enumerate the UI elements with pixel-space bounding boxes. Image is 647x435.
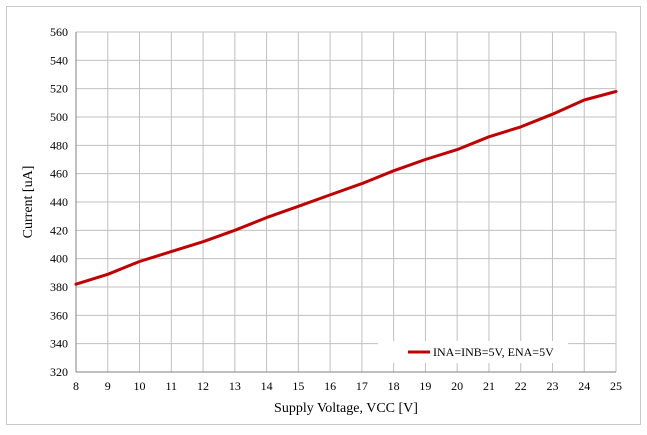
y-tick-label: 380 bbox=[50, 280, 68, 294]
x-tick-label: 18 bbox=[388, 379, 400, 393]
x-axis-label: Supply Voltage, VCC [V] bbox=[274, 401, 418, 416]
axes: 8 9 10 11 12 13 14 15 16 17 18 19 20 21 22 23 24 25 320 340… bbox=[50, 25, 622, 393]
x-tick-label: 11 bbox=[166, 379, 178, 393]
y-axis-label: Current [uA] bbox=[21, 166, 36, 239]
x-tick-label: 20 bbox=[451, 379, 463, 393]
x-tick-label: 15 bbox=[292, 379, 304, 393]
x-tick-label: 13 bbox=[229, 379, 241, 393]
y-tick-label: 360 bbox=[50, 308, 68, 322]
legend-label: INA=INB=5V, ENA=5V bbox=[433, 345, 554, 359]
x-tick-label: 17 bbox=[356, 379, 368, 393]
grid-lines bbox=[75, 31, 617, 373]
x-tick-label: 21 bbox=[483, 379, 495, 393]
legend-box bbox=[378, 341, 568, 363]
legend: INA=INB=5V, ENA=5V bbox=[378, 341, 568, 363]
y-tick-label: 340 bbox=[50, 337, 68, 351]
x-tick-label: 23 bbox=[546, 379, 558, 393]
x-tick-label: 9 bbox=[105, 379, 111, 393]
series-lines bbox=[74, 90, 618, 286]
x-tick-label: 8 bbox=[73, 379, 79, 393]
y-tick-label: 460 bbox=[50, 167, 68, 181]
x-tick-label: 24 bbox=[578, 379, 590, 393]
y-tick-label: 560 bbox=[50, 25, 68, 39]
x-tick-label: 22 bbox=[515, 379, 527, 393]
series-line bbox=[74, 90, 618, 286]
y-tick-label: 420 bbox=[50, 223, 68, 237]
x-tick-label: 10 bbox=[134, 379, 146, 393]
y-tick-label: 520 bbox=[50, 82, 68, 96]
y-tick-label: 320 bbox=[50, 365, 68, 379]
x-tick-label: 19 bbox=[419, 379, 431, 393]
x-tick-label: 16 bbox=[324, 379, 336, 393]
y-tick-label: 540 bbox=[50, 53, 68, 67]
x-tick-label: 12 bbox=[197, 379, 209, 393]
y-tick-label: 480 bbox=[50, 138, 68, 152]
y-tick-label: 500 bbox=[50, 110, 68, 124]
x-tick-label: 25 bbox=[610, 379, 622, 393]
x-tick-label: 14 bbox=[261, 379, 273, 393]
y-tick-label: 440 bbox=[50, 195, 68, 209]
y-tick-label: 400 bbox=[50, 252, 68, 266]
